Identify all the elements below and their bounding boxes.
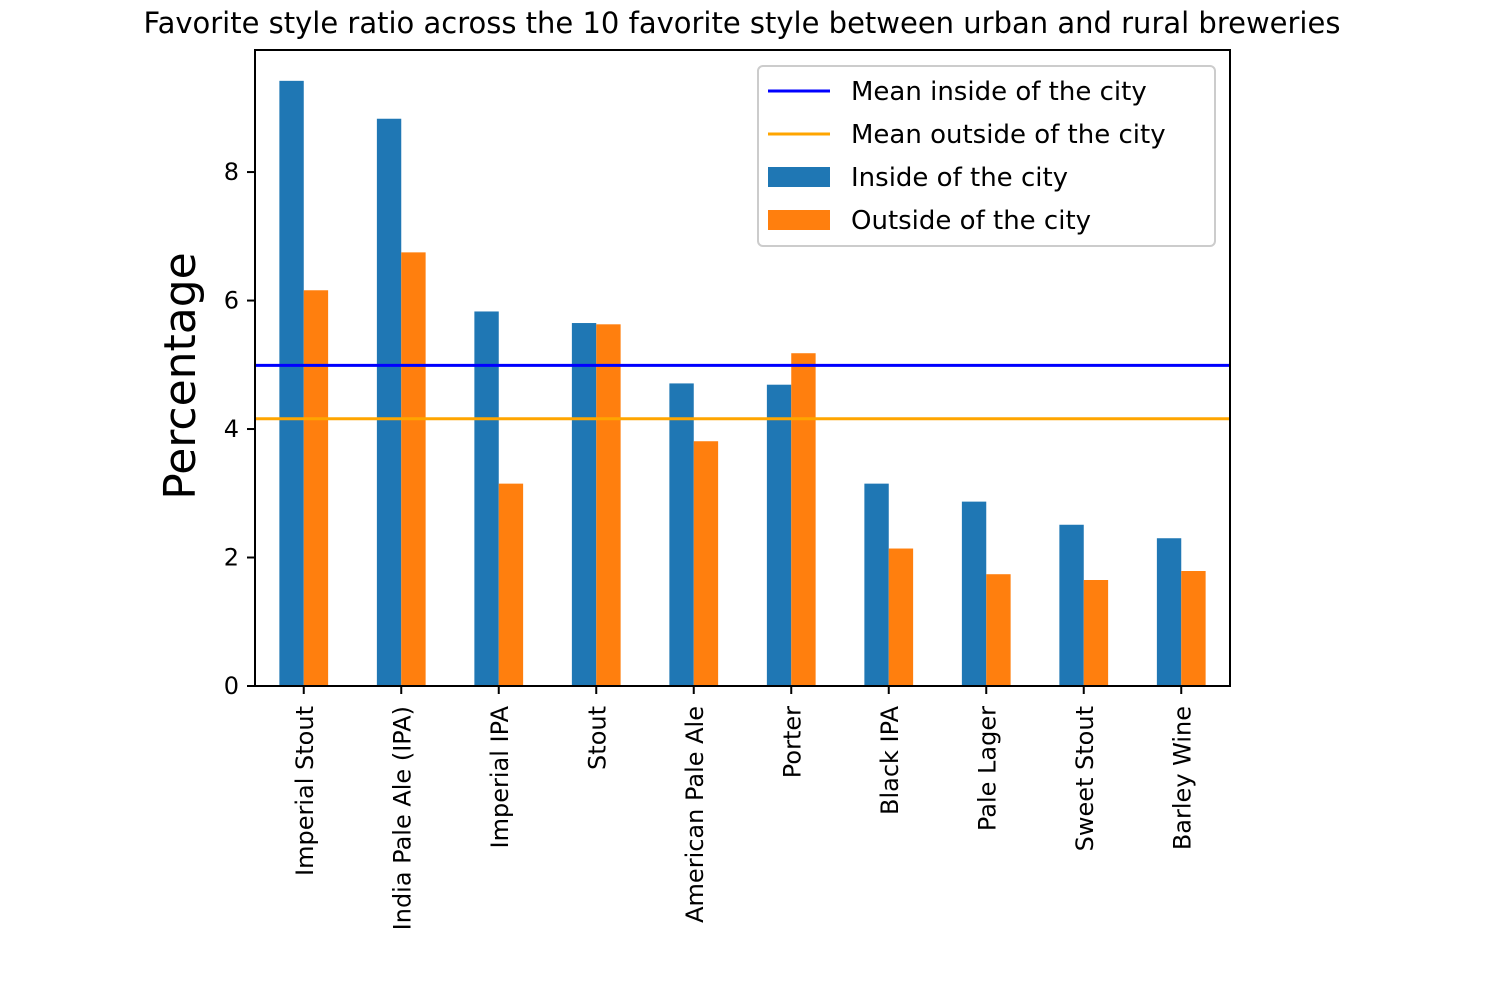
x-tick-label: Imperial Stout	[291, 706, 319, 876]
bar-outside	[888, 548, 914, 686]
bar-outside	[791, 353, 816, 686]
bar-inside	[474, 311, 499, 686]
bar-inside	[669, 383, 694, 686]
bar-inside	[1156, 538, 1182, 686]
bar-inside	[961, 501, 987, 686]
reference-lines-layer	[255, 363, 1230, 421]
legend-color-swatch	[768, 167, 830, 187]
x-tick-label: India Pale Ale (IPA)	[388, 706, 416, 930]
bar-outside	[401, 252, 426, 686]
bar-outside	[693, 441, 719, 686]
bar-inside	[376, 118, 402, 687]
y-tick-label: 2	[224, 544, 239, 572]
x-tick-label: American Pale Ale	[681, 706, 709, 923]
bar-inside	[279, 80, 304, 686]
axes-layer: 0 2 4 6 8 Imperial Stout India Pale Ale (IPA) I…	[224, 49, 1231, 930]
y-axis-label: Percentage	[155, 252, 206, 500]
chart-title: Favorite style ratio across the 10 favor…	[144, 6, 1341, 40]
legend-label: Outside of the city	[851, 206, 1091, 236]
y-tick-label: 0	[224, 672, 239, 700]
bar-outside	[303, 290, 329, 686]
legend-label: Inside of the city	[851, 163, 1068, 193]
bars-layer	[279, 80, 1206, 687]
bar-inside	[571, 323, 597, 686]
x-tick-label: Pale Lager	[973, 706, 1001, 831]
bar-inside	[864, 483, 889, 686]
x-tick-label: Imperial IPA	[486, 705, 514, 848]
x-tick-label: Stout	[583, 706, 611, 770]
bar-outside	[498, 483, 524, 686]
x-tick-label: Sweet Stout	[1071, 706, 1099, 851]
x-tick-label: Barley Wine	[1168, 706, 1196, 850]
legend-label: Mean inside of the city	[851, 77, 1147, 107]
y-tick-label: 4	[224, 415, 239, 443]
y-tick-label: 8	[224, 158, 239, 186]
y-tick-label: 6	[224, 287, 239, 315]
bar-inside	[1059, 524, 1084, 686]
bar-outside	[1181, 571, 1206, 686]
legend: Mean inside of the city Mean outside of t…	[757, 65, 1216, 247]
legend-label: Mean outside of the city	[851, 120, 1166, 150]
bar-inside	[766, 384, 792, 686]
x-tick-label: Black IPA	[876, 705, 904, 815]
bar-outside	[1083, 580, 1109, 686]
bar-outside	[986, 574, 1011, 686]
bar-outside	[596, 324, 621, 686]
legend-color-swatch	[768, 210, 830, 230]
legend-box	[757, 65, 1216, 247]
plot-frame	[254, 49, 1231, 687]
x-tick-label: Porter	[778, 706, 806, 778]
